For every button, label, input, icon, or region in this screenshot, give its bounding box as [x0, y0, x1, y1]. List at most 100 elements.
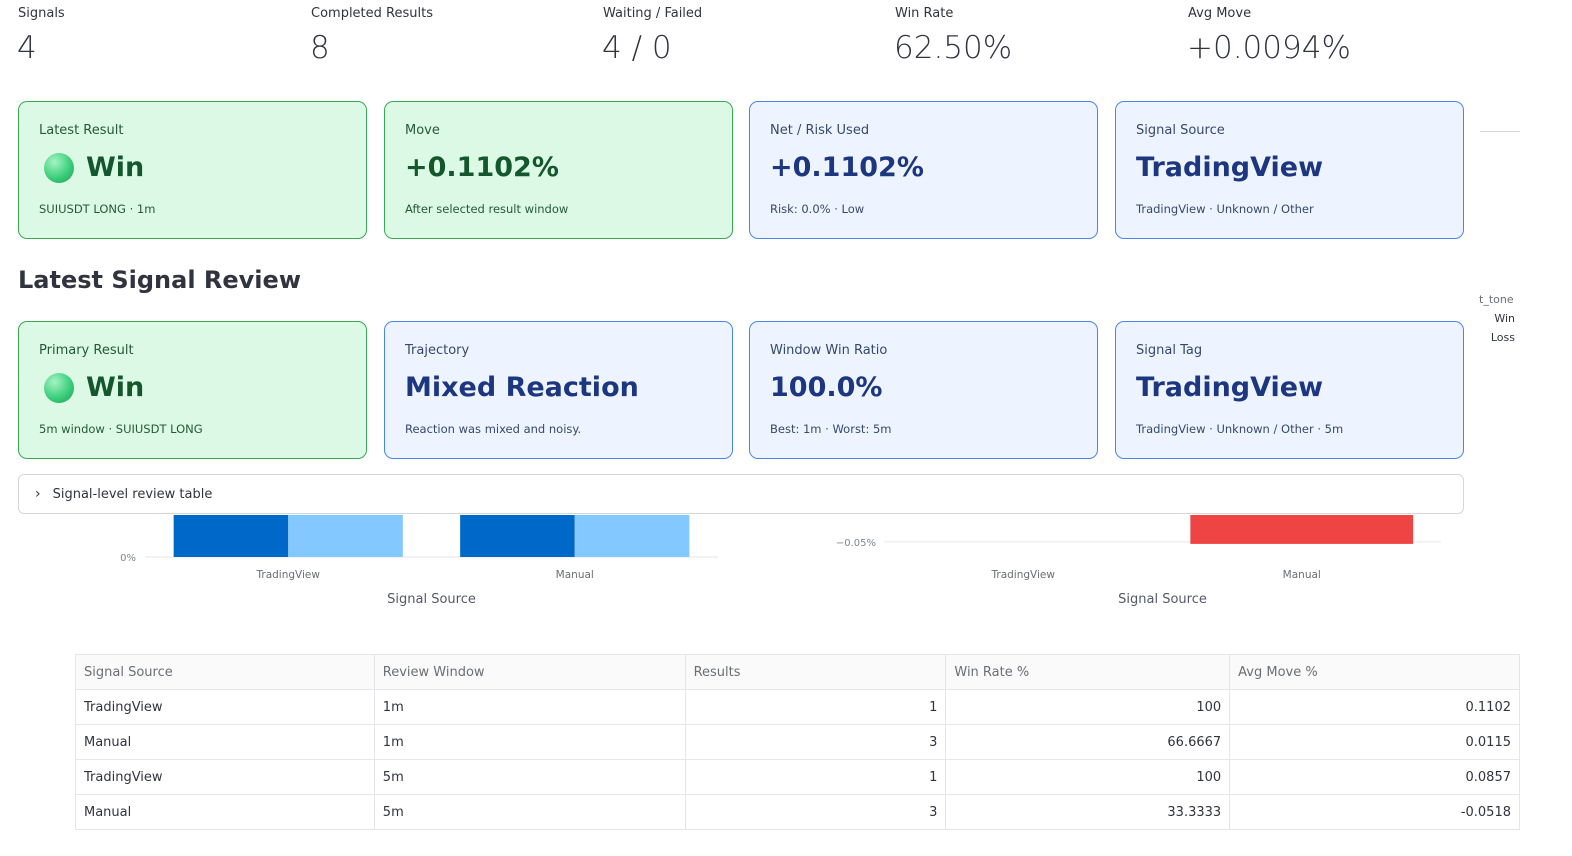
card-value: +0.1102%	[770, 152, 924, 183]
legend-item: Loss	[1490, 331, 1515, 344]
expander-chevron: ›	[35, 486, 41, 502]
table-cell: 0.1102	[1229, 689, 1520, 725]
table-cell: Manual	[75, 724, 375, 760]
metric-value: 4 / 0	[602, 30, 672, 66]
card-detail: TradingView · Unknown / Other · 5m	[1136, 422, 1344, 436]
card-label: Latest Result	[39, 123, 124, 138]
table-cell: -0.0518	[1229, 794, 1520, 830]
table-cell: 3	[684, 724, 947, 760]
table-row: Manual 1m 3 66.6667 0.0115	[75, 724, 1520, 760]
bar	[460, 515, 575, 557]
result-orb	[44, 152, 74, 183]
card-label: Move	[405, 123, 440, 138]
table-cell: TradingView	[75, 759, 375, 795]
card-detail: SUIUSDT LONG · 1m	[39, 202, 156, 216]
table-row: TradingView 5m 1 100 0.0857	[75, 759, 1520, 795]
column-header: Win Rate %	[945, 654, 1231, 690]
column-header: Results	[684, 654, 947, 690]
x-axis-title: Signal Source	[1118, 592, 1207, 607]
metric-value: 62.50%	[894, 30, 1013, 66]
column-header: Avg Move %	[1229, 654, 1520, 690]
summary-card: Net / Risk Used +0.1102% Risk: 0.0% · Lo…	[749, 101, 1098, 239]
table-cell: 5m	[373, 794, 686, 830]
card-value-text: Win	[86, 372, 145, 403]
table-cell: 100	[945, 689, 1231, 725]
section-title: Latest Signal Review	[18, 266, 301, 294]
review-table: Signal Source Review Window Results Win Rat…	[75, 654, 1520, 830]
metric-label: Win Rate	[895, 6, 954, 21]
table-cell: 1m	[373, 689, 686, 725]
x-axis-title: Signal Source	[387, 592, 476, 607]
y-tick-label: 0%	[120, 553, 136, 564]
card-detail: After selected result window	[405, 202, 569, 216]
header-row: Signal Source Review Window Results Win Rat…	[75, 654, 1520, 690]
review-card: Window Win Ratio 100.0% Best: 1m · Worst…	[749, 321, 1098, 459]
review-card: Primary Result Win 5m window · SUIUSDT L…	[18, 321, 367, 459]
table-cell: 5m	[373, 759, 686, 795]
metric-label: Completed Results	[311, 6, 433, 21]
card-value: +0.1102%	[405, 152, 559, 183]
card-value: TradingView	[1136, 372, 1324, 403]
table-cell: 0.0857	[1229, 759, 1520, 795]
summary-card: Latest Result Win SUIUSDT LONG · 1m	[18, 101, 367, 239]
card-value: Mixed Reaction	[405, 372, 639, 403]
table-cell: Manual	[75, 794, 375, 830]
review-card: Signal Tag TradingView TradingView · Unk…	[1115, 321, 1464, 459]
table-cell: 1	[684, 759, 947, 795]
card-detail: Best: 1m · Worst: 5m	[770, 422, 892, 436]
result-orb	[44, 372, 74, 403]
card-label: Trajectory	[405, 343, 470, 358]
x-tick-label: TradingView	[256, 569, 321, 581]
column-header: Review Window	[373, 654, 686, 690]
card-value: TradingView	[1136, 152, 1324, 183]
divider	[1480, 131, 1520, 132]
table-row: TradingView 1m 1 100 0.1102	[75, 689, 1520, 725]
card-value: Win	[39, 372, 144, 403]
table-cell: 66.6667	[945, 724, 1231, 760]
table-cell: 0.0115	[1229, 724, 1520, 760]
review-card: Trajectory Mixed Reaction Reaction was m…	[384, 321, 733, 459]
card-label: Signal Source	[1136, 123, 1225, 138]
metric-value: 8	[310, 30, 330, 66]
card-detail: Reaction was mixed and noisy.	[405, 422, 582, 436]
table-row: Manual 5m 3 33.3333 -0.0518	[75, 794, 1520, 830]
card-label: Window Win Ratio	[770, 343, 888, 358]
metric-label: Signals	[18, 6, 65, 21]
legend-item: Win	[1494, 312, 1515, 325]
metric-value: +0.0094%	[1187, 30, 1351, 66]
bar	[288, 515, 403, 557]
chart: −0.05% TradingView Manual Signal Source	[836, 515, 1441, 607]
legend-title: t_tone	[1479, 293, 1514, 306]
table-cell: 1m	[373, 724, 686, 760]
table-cell: 1	[684, 689, 947, 725]
card-value: 100.0%	[770, 372, 883, 403]
expander[interactable]: › Signal-level review table	[18, 474, 1464, 514]
metric-value: 4	[17, 30, 37, 66]
metric-label: Waiting / Failed	[603, 6, 703, 21]
card-detail: TradingView · Unknown / Other	[1136, 202, 1314, 216]
card-label: Signal Tag	[1136, 343, 1203, 358]
bar	[574, 515, 690, 557]
column-header: Signal Source	[75, 654, 375, 690]
card-detail: Risk: 0.0% · Low	[770, 202, 865, 216]
x-tick-label: Manual	[1283, 569, 1321, 581]
summary-card: Signal Source TradingView TradingView · …	[1115, 101, 1464, 239]
x-tick-label: Manual	[556, 569, 594, 581]
y-tick-label: −0.05%	[836, 538, 876, 549]
expander-label: Signal-level review table	[52, 486, 213, 502]
table-cell: 3	[684, 794, 947, 830]
metric-label: Avg Move	[1188, 6, 1252, 21]
card-value: Win	[39, 152, 144, 183]
card-value-text: Win	[86, 152, 145, 183]
table-cell: 100	[945, 759, 1231, 795]
table-cell: 33.3333	[945, 794, 1231, 830]
bar	[173, 515, 289, 557]
summary-card: Move +0.1102% After selected result wind…	[384, 101, 733, 239]
card-label: Net / Risk Used	[770, 123, 870, 138]
chart: 0% TradingView Manual Signal Source	[120, 515, 718, 607]
bar	[1190, 515, 1414, 544]
x-tick-label: TradingView	[991, 569, 1056, 581]
table-cell: TradingView	[75, 689, 375, 725]
card-label: Primary Result	[39, 343, 134, 358]
